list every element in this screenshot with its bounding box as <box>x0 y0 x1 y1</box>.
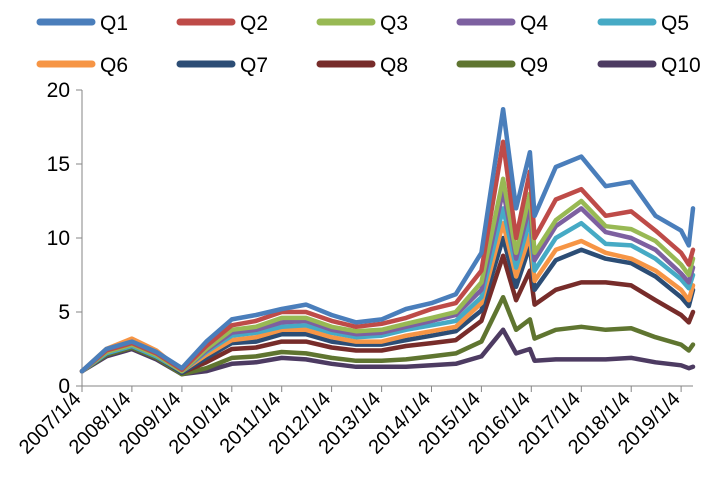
legend-label-q10: Q10 <box>661 54 701 77</box>
legend-label-q4: Q4 <box>520 12 548 35</box>
y-axis: 0 5 10 15 20 <box>47 79 83 398</box>
legend-label-q3: Q3 <box>380 12 408 35</box>
series-line-q9 <box>79 294 696 377</box>
legend-label-q8: Q8 <box>380 54 408 77</box>
y-tick-label: 0 <box>58 375 70 398</box>
y-tick-label: 5 <box>58 301 70 324</box>
series-line-q8 <box>79 253 696 375</box>
series-line-q2 <box>79 139 696 374</box>
y-tick-label: 10 <box>47 227 70 250</box>
series-lines <box>79 106 696 377</box>
legend-label-q1: Q1 <box>100 12 128 35</box>
legend-label-q5: Q5 <box>661 12 689 35</box>
legend-label-q7: Q7 <box>240 54 268 77</box>
series-line-q7 <box>79 235 696 375</box>
legend-label-q2: Q2 <box>240 12 268 35</box>
y-tick-label: 15 <box>47 153 70 176</box>
legend: Q1 Q2 Q3 Q4 Q5 Q6 Q7 Q8 Q9 Q10 <box>36 12 701 77</box>
legend-label-q6: Q6 <box>100 54 128 77</box>
series-line-q5 <box>79 206 696 374</box>
y-tick-label: 20 <box>47 79 70 102</box>
x-axis: 2007/1/42008/1/42009/1/42010/1/42011/1/4… <box>15 385 693 459</box>
legend-label-q9: Q9 <box>520 54 548 77</box>
series-line-q1 <box>79 106 696 374</box>
